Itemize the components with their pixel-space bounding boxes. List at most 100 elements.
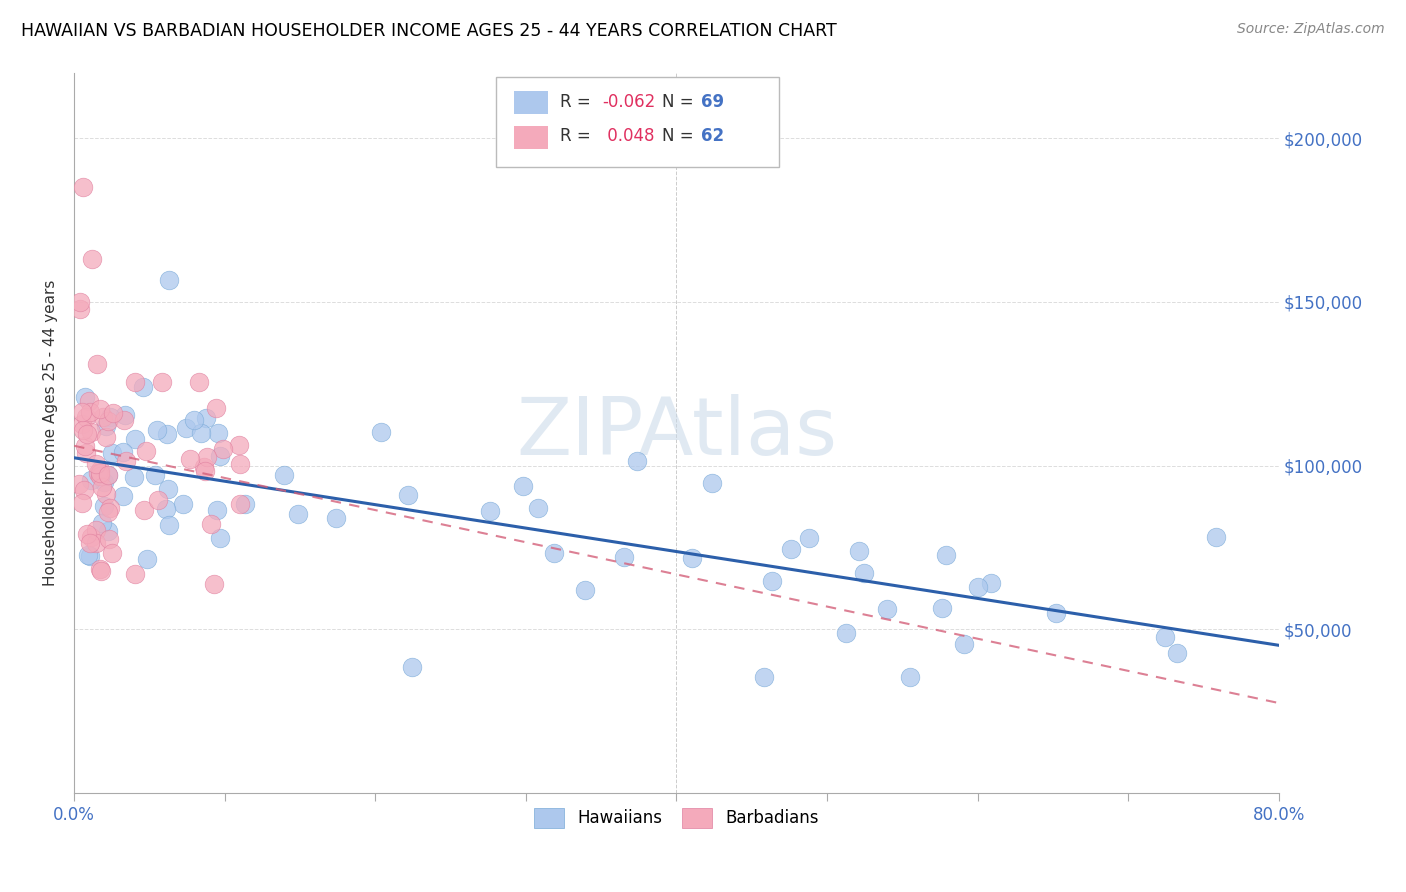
Point (761, 574, 783, 589)
Point (966, 580, 988, 594)
Point (89, 402, 111, 417)
Point (94, 430, 117, 444)
Point (626, 453, 648, 467)
Text: R =: R = (560, 128, 596, 145)
Point (94, 419, 117, 434)
Point (101, 546, 124, 560)
Point (98, 500, 121, 515)
Point (93, 500, 115, 514)
Point (84, 458, 107, 472)
Point (527, 500, 550, 515)
Point (132, 502, 155, 516)
Point (1166, 646, 1188, 660)
Point (76, 526, 98, 541)
Point (194, 464, 217, 478)
Point (86, 357, 108, 371)
Point (69, 295, 91, 310)
Point (77, 549, 100, 563)
Point (97, 467, 120, 482)
Point (478, 504, 501, 518)
Point (195, 450, 218, 464)
Point (148, 493, 170, 508)
Point (122, 470, 145, 484)
Point (207, 425, 229, 440)
Y-axis label: Householder Income Ages 25 - 44 years: Householder Income Ages 25 - 44 years (44, 279, 58, 586)
Text: HAWAIIAN VS BARBADIAN HOUSEHOLDER INCOME AGES 25 - 44 YEARS CORRELATION CHART: HAWAIIAN VS BARBADIAN HOUSEHOLDER INCOME… (21, 22, 837, 40)
Point (401, 660, 423, 674)
Point (73, 483, 96, 497)
Point (1045, 606, 1067, 620)
Point (97, 505, 120, 519)
Point (229, 497, 252, 511)
Point (132, 380, 155, 394)
Point (101, 406, 124, 420)
Point (73, 391, 96, 405)
Point (193, 459, 215, 474)
Point (115, 454, 138, 468)
Point (97, 467, 120, 482)
Point (287, 507, 309, 521)
Point (681, 551, 703, 566)
Point (124, 433, 146, 447)
Point (69, 301, 91, 316)
Point (613, 549, 636, 564)
Point (150, 376, 173, 390)
Point (179, 452, 201, 467)
Point (70, 405, 93, 419)
Point (90, 516, 112, 531)
Text: -0.062: -0.062 (602, 93, 655, 111)
Text: 69: 69 (700, 93, 724, 111)
Point (124, 566, 146, 581)
Point (89, 469, 111, 483)
Point (202, 577, 225, 591)
Point (89, 562, 111, 576)
Point (194, 411, 217, 425)
Point (235, 497, 257, 511)
Point (229, 457, 252, 471)
Point (143, 468, 166, 483)
Point (112, 412, 135, 426)
Point (835, 625, 858, 640)
Point (325, 511, 347, 525)
Point (1154, 630, 1177, 644)
Point (207, 503, 229, 517)
Bar (513, 91, 547, 114)
Text: Source: ZipAtlas.com: Source: ZipAtlas.com (1237, 22, 1385, 37)
Text: R =: R = (560, 93, 596, 111)
Point (76, 427, 98, 442)
Point (145, 423, 167, 437)
Point (187, 375, 209, 389)
Point (97, 524, 120, 538)
Point (980, 576, 1002, 591)
Point (574, 582, 596, 597)
Point (80, 425, 103, 439)
Point (700, 476, 723, 491)
Point (931, 600, 953, 615)
Point (86, 523, 108, 537)
Point (190, 426, 212, 441)
Point (935, 548, 957, 562)
Point (91, 410, 114, 425)
Point (72, 423, 94, 437)
Point (273, 468, 295, 483)
Point (90, 480, 112, 494)
Bar (513, 126, 547, 149)
Point (98, 410, 121, 425)
Point (752, 671, 775, 685)
Point (84, 535, 107, 549)
Point (72, 496, 94, 510)
Point (156, 482, 179, 496)
Point (96, 487, 118, 501)
Point (77, 394, 100, 409)
Point (212, 442, 235, 457)
Point (512, 479, 534, 493)
Point (90, 564, 112, 578)
Point (73, 439, 96, 453)
Point (209, 531, 232, 545)
Point (853, 566, 876, 580)
Point (89, 466, 111, 480)
Point (97, 414, 120, 428)
Point (135, 552, 157, 566)
Text: N =: N = (662, 93, 699, 111)
Text: ZIPAtlas: ZIPAtlas (516, 393, 837, 472)
